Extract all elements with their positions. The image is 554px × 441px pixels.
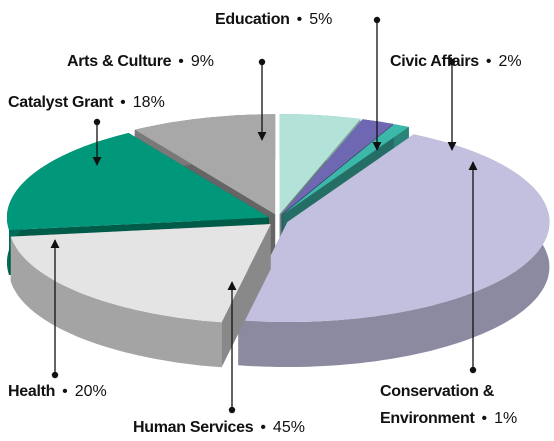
slice (7, 133, 269, 230)
leader-dot (258, 58, 266, 66)
slice-side (10, 236, 222, 368)
leader-dot (373, 16, 381, 24)
category-name: Catalyst Grant (8, 94, 114, 111)
slice (238, 134, 550, 322)
value-label: 45% (253, 419, 305, 436)
category-name: Civic Affairs (390, 53, 479, 70)
category-name: Health (8, 383, 56, 400)
leader-dot (51, 371, 59, 379)
value-label: 2% (479, 53, 522, 70)
value-label: 20% (55, 383, 107, 400)
slice (281, 119, 394, 215)
leader-dot (469, 366, 477, 374)
slice (134, 114, 276, 215)
slice-label: Education5% (215, 6, 415, 33)
slice-label: Human Services45% (133, 414, 393, 441)
leader-dot (93, 118, 101, 126)
category-name: Arts & Culture (67, 53, 172, 70)
value-label: 18% (113, 94, 165, 111)
slice (10, 224, 271, 323)
slice (279, 114, 361, 215)
value-label: 1% (475, 410, 518, 427)
category-name: Conservation & Environment (380, 383, 495, 427)
leader-dot (228, 406, 236, 414)
slice-label: Conservation & Environment1% (380, 378, 552, 432)
category-name: Education (215, 11, 290, 28)
slice-label: Civic Affairs2% (390, 48, 554, 75)
leader-dot (448, 58, 456, 66)
slice-label: Health20% (8, 378, 208, 405)
slice-label: Catalyst Grant18% (8, 89, 258, 116)
value-label: 9% (171, 53, 214, 70)
value-label: 5% (290, 11, 333, 28)
slice-label: Arts & Culture9% (67, 48, 317, 75)
category-name: Human Services (133, 419, 254, 436)
